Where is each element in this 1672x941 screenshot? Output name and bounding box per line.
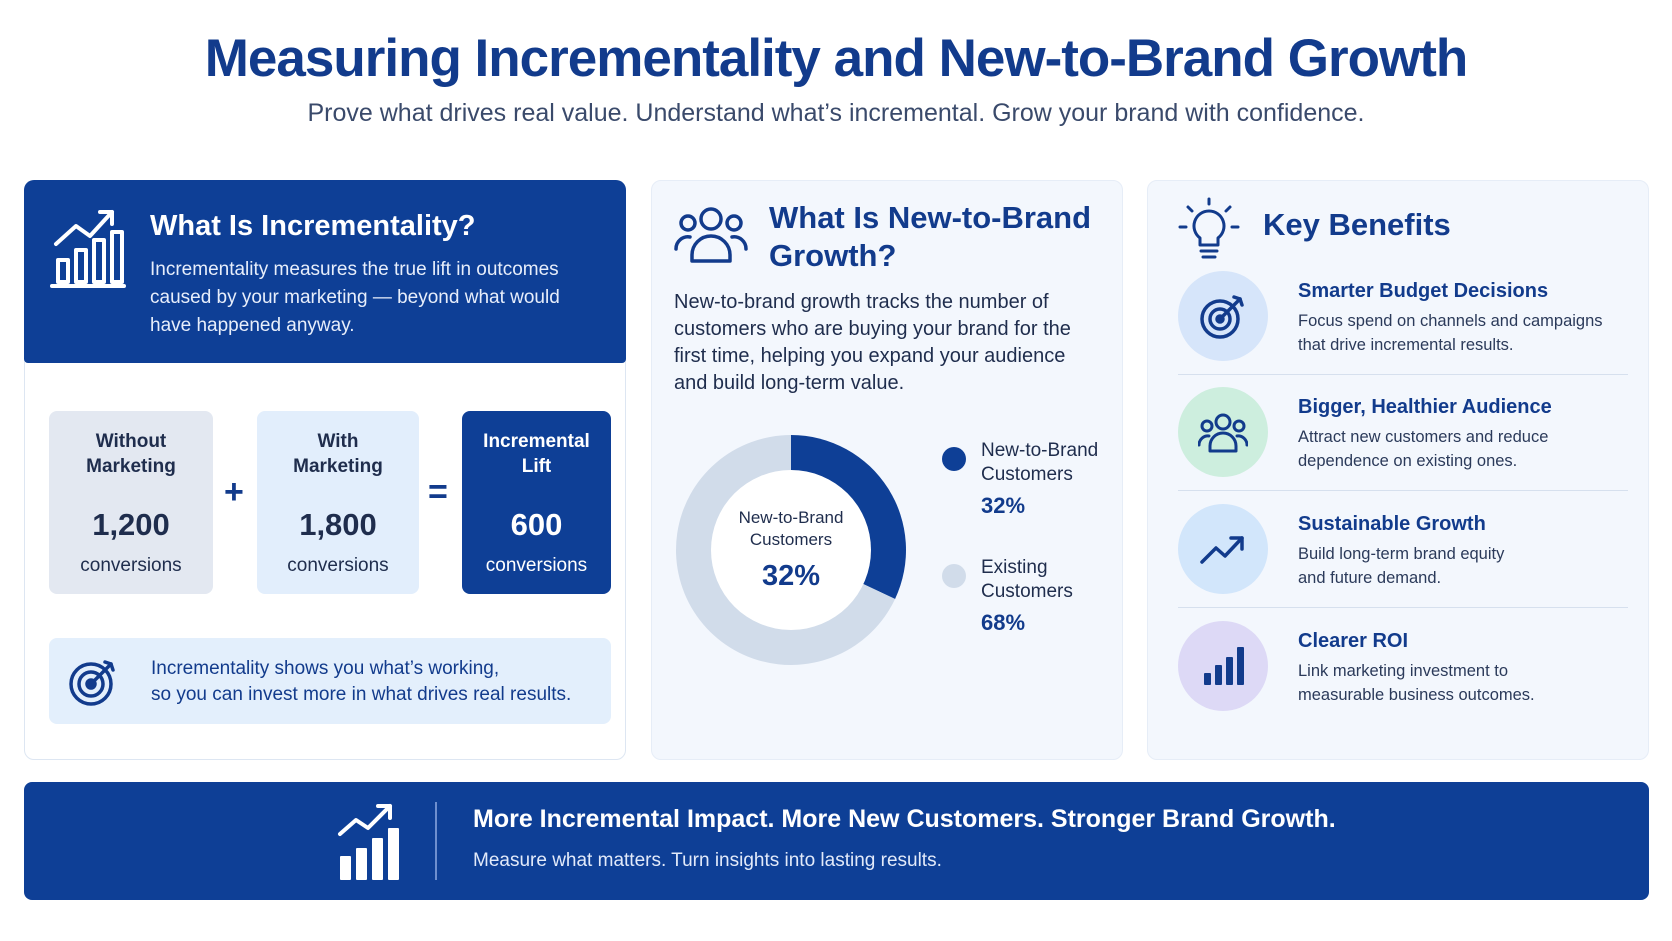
- legend-swatch: [942, 564, 966, 588]
- benefit-title: Sustainable Growth: [1298, 513, 1486, 535]
- with-marketing-label: With Marketing: [257, 429, 419, 479]
- without-marketing-value: 1,200: [92, 507, 170, 542]
- with-marketing-unit: conversions: [287, 555, 389, 576]
- with-marketing-card: With Marketing 1,800 conversions: [257, 411, 419, 594]
- users-icon: [674, 207, 748, 263]
- legend-value: 68%: [981, 610, 1026, 635]
- benefit-icon-circle: [1178, 621, 1268, 711]
- with-marketing-value: 1,800: [299, 507, 377, 542]
- target-icon: [69, 660, 115, 706]
- title-line: What Is New-to-Brand: [769, 200, 1092, 235]
- label-line: With: [317, 431, 359, 452]
- new-to-brand-description: New-to-brand growth tracks the number of…: [674, 291, 1071, 394]
- benefit-title: Clearer ROI: [1298, 630, 1409, 652]
- without-marketing-label: Without Marketing: [49, 429, 213, 479]
- legend-label-line: Existing: [981, 557, 1048, 578]
- benefit-description: Link marketing investment to measurable …: [1298, 659, 1638, 707]
- benefit-line: Link marketing investment to: [1298, 662, 1509, 680]
- incremental-lift-card: Incremental Lift 600 conversions: [462, 411, 611, 594]
- growth-chart-icon: [338, 804, 399, 880]
- incremental-lift-label: Incremental Lift: [462, 429, 611, 479]
- footer-separator: [435, 802, 437, 880]
- benefit-description: Focus spend on channels and campaigns th…: [1298, 309, 1638, 357]
- legend-label-line: New-to-Brand: [981, 440, 1099, 461]
- benefit-description: Attract new customers and reduce depende…: [1298, 425, 1638, 473]
- growth-chart-icon: [50, 210, 126, 288]
- equals-operator: =: [428, 473, 448, 511]
- divider: [1178, 607, 1628, 608]
- incrementality-panel: What Is Incrementality? Incrementality m…: [24, 180, 626, 760]
- callout-line: Incrementality shows you what’s working,: [151, 658, 500, 679]
- donut-center-label: Customers: [750, 530, 832, 549]
- key-benefits-panel: Key Benefits Smarter Budget Decisions Fo…: [1147, 180, 1649, 760]
- benefit-line: measurable business outcomes.: [1298, 686, 1535, 704]
- page-subtitle: Prove what drives real value. Understand…: [307, 99, 1365, 127]
- audience-icon: [1198, 413, 1248, 453]
- callout-line: so you can invest more in what drives re…: [151, 684, 572, 705]
- divider: [1178, 490, 1628, 491]
- without-marketing-unit: conversions: [80, 555, 182, 576]
- incrementality-callout-text: Incrementality shows you what’s working,…: [151, 656, 591, 708]
- label-line: Without: [95, 431, 167, 452]
- legend-value: 32%: [981, 493, 1026, 518]
- footer-subtitle: Measure what matters. Turn insights into…: [473, 850, 942, 871]
- benefit-title: Bigger, Healthier Audience: [1298, 396, 1552, 418]
- header: Measuring Incrementality and New-to-Bran…: [0, 28, 1672, 128]
- key-benefits-title: Key Benefits: [1263, 207, 1451, 242]
- benefit-line: that drive incremental results.: [1298, 336, 1514, 354]
- donut-hole: [711, 470, 871, 630]
- benefit-description: Build long-term brand equity and future …: [1298, 542, 1638, 590]
- label-line: Lift: [521, 456, 552, 477]
- benefit-title: Smarter Budget Decisions: [1298, 280, 1549, 302]
- benefit-sustainable-growth: Sustainable Growth Build long-term brand…: [1178, 504, 1628, 614]
- legend-label-line: Customers: [981, 581, 1073, 602]
- label-line: Incremental: [483, 431, 590, 452]
- footer-banner: More Incremental Impact. More New Custom…: [24, 782, 1649, 900]
- incrementality-header: What Is Incrementality? Incrementality m…: [24, 180, 626, 363]
- incremental-lift-value: 600: [510, 507, 563, 542]
- bar-chart-icon: [1204, 647, 1244, 685]
- benefit-icon-circle: [1178, 387, 1268, 477]
- footer-title: More Incremental Impact. More New Custom…: [473, 805, 1336, 833]
- trend-up-icon: [1200, 536, 1244, 564]
- legend-item-existing: Existing Customers 68%: [942, 556, 1122, 636]
- donut-center-value: 32%: [762, 560, 820, 592]
- benefit-icon-circle: [1178, 504, 1268, 594]
- legend-item-new-to-brand: New-to-Brand Customers 32%: [942, 439, 1122, 519]
- legend-label: New-to-Brand Customers: [981, 439, 1131, 487]
- plus-operator: +: [224, 473, 244, 511]
- incrementality-description: Incrementality measures the true lift in…: [150, 259, 560, 336]
- benefit-clearer-roi: Clearer ROI Link marketing investment to…: [1178, 621, 1628, 731]
- incremental-lift-unit: conversions: [485, 555, 588, 576]
- benefit-smarter-budget: Smarter Budget Decisions Focus spend on …: [1178, 271, 1628, 381]
- benefit-line: and future demand.: [1298, 569, 1442, 587]
- benefit-bigger-audience: Bigger, Healthier Audience Attract new c…: [1178, 387, 1628, 497]
- benefit-line: Focus spend on channels and campaigns: [1298, 312, 1603, 330]
- label-line: Marketing: [86, 456, 176, 477]
- benefit-line: dependence on existing ones.: [1298, 452, 1518, 470]
- benefit-line: Attract new customers and reduce: [1298, 428, 1549, 446]
- divider: [1178, 374, 1628, 375]
- legend-swatch: [942, 447, 966, 471]
- incrementality-title: What Is Incrementality?: [150, 210, 476, 242]
- legend-label-line: Customers: [981, 464, 1073, 485]
- benefit-icon-circle: [1178, 271, 1268, 361]
- new-to-brand-title: What Is New-to-Brand Growth?: [769, 199, 1109, 275]
- page-title: Measuring Incrementality and New-to-Bran…: [204, 29, 1468, 88]
- without-marketing-card: Without Marketing 1,200 conversions: [49, 411, 213, 594]
- label-line: Marketing: [293, 456, 383, 477]
- donut-center-label: New-to-Brand: [739, 508, 844, 527]
- new-to-brand-donut-chart: New-to-Brand Customers 32%: [676, 435, 906, 665]
- target-icon: [1200, 295, 1244, 339]
- title-line: Growth?: [769, 238, 897, 273]
- new-to-brand-panel: What Is New-to-Brand Growth? New-to-bran…: [651, 180, 1123, 760]
- benefit-line: Build long-term brand equity: [1298, 545, 1505, 563]
- lightbulb-icon: [1178, 197, 1240, 259]
- incrementality-callout: Incrementality shows you what’s working,…: [49, 638, 611, 724]
- legend-label: Existing Customers: [981, 556, 1131, 604]
